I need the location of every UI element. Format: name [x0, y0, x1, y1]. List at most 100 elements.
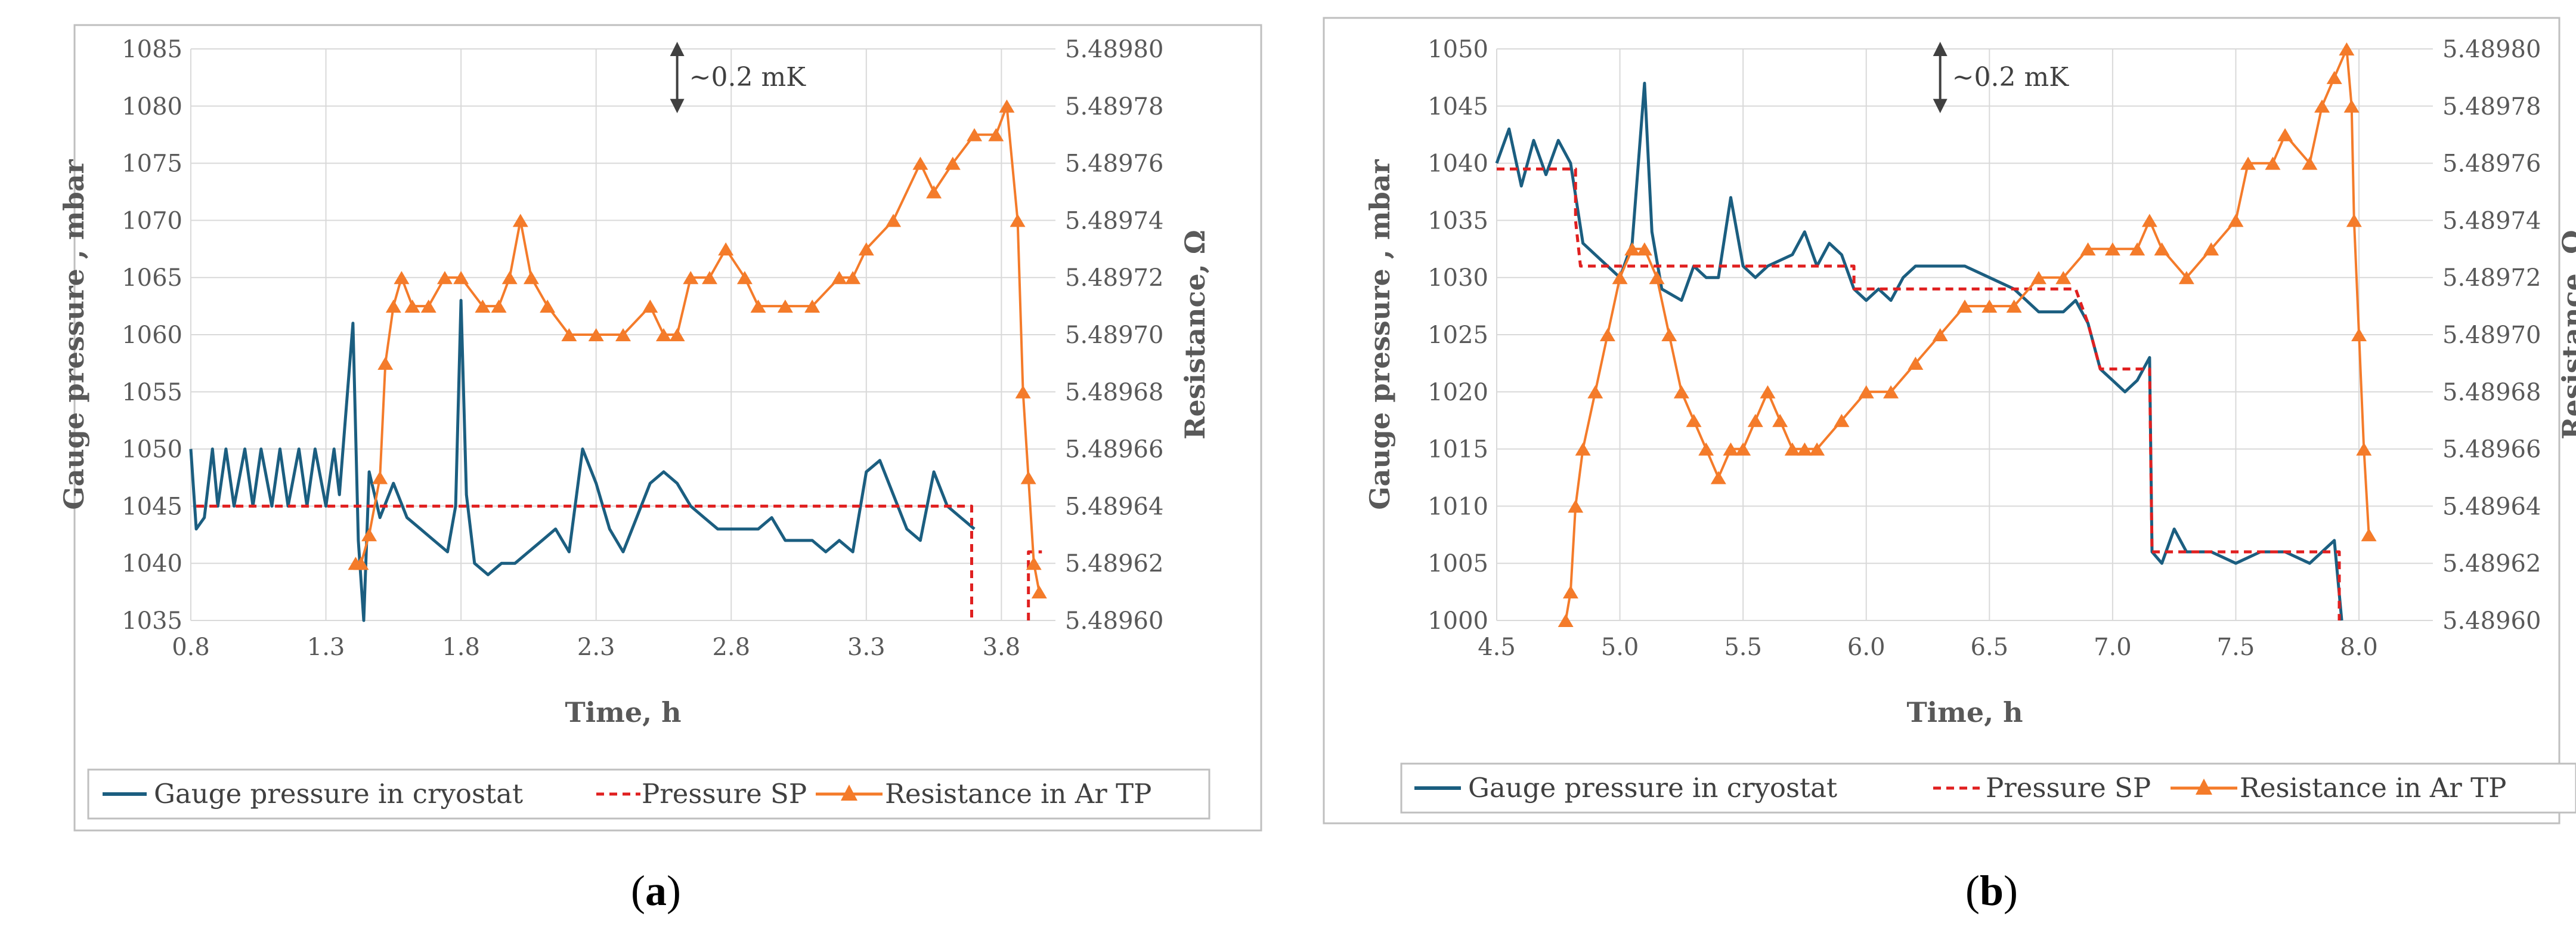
chart-a-resistance-marker	[967, 128, 983, 141]
chart-a-y-right-tick-label: 5.48968	[1065, 379, 1163, 406]
chart-b-y-left-tick-label: 1020	[1428, 379, 1488, 406]
chart-a-x-tick-label: 1.8	[442, 634, 480, 661]
chart-b-svg: 4.5 5.0 5.5 6.0 6.5 7.0 7.5 8.0 1000 1005 1010 101…	[1323, 17, 2576, 824]
chart-b-resistance-marker	[2265, 156, 2281, 170]
chart-a-resistance-marker	[718, 242, 734, 256]
chart-a-y-right-tick-label: 5.48972	[1065, 264, 1163, 292]
chart-b-x-tick-label: 7.5	[2217, 634, 2255, 661]
chart-b-resistance-marker	[1957, 299, 1973, 313]
chart-b-resistance-marker	[2154, 242, 2170, 256]
chart-b-resistance-marker	[2055, 271, 2072, 285]
chart-a-resistance-marker	[655, 328, 671, 341]
chart-b-y-left-axis-title: Gauge pressure , mbar	[1364, 159, 1396, 510]
chart-b-resistance-marker	[1858, 385, 1874, 399]
chart-a-resistance-marker	[394, 271, 410, 285]
chart-a-resistance-marker	[372, 471, 388, 484]
chart-b-x-tick-label: 4.5	[1478, 634, 1516, 661]
chart-b-x-tick-label: 6.0	[1847, 634, 1885, 661]
chart-b-resistance-marker	[1587, 385, 1603, 399]
chart-b-resistance-marker	[1834, 413, 1850, 427]
chart-a-resistance-marker	[475, 299, 491, 313]
chart-a-y-left-tick-label: 1085	[122, 36, 182, 63]
chart-a-resistance-marker	[501, 271, 518, 285]
chart-a-legend-label-setpoint: Pressure SP	[642, 778, 807, 810]
chart-panel-b: 4.5 5.0 5.5 6.0 6.5 7.0 7.5 8.0 1000 1005 1010 101…	[1288, 0, 2576, 915]
chart-b-legend-label-resistance: Resistance in Ar TP	[2240, 772, 2506, 804]
chart-b-resistance-marker	[2178, 271, 2194, 285]
chart-a-y-right-tick-label: 5.48960	[1065, 607, 1163, 635]
chart-b-y-left-tick-label: 1040	[1428, 150, 1488, 178]
chart-b-annotation-arrowhead-bottom	[1933, 98, 1948, 113]
chart-b-resistance-marker	[1932, 328, 1948, 341]
chart-b-resistance-marker	[1624, 242, 1640, 256]
chart-a-resistance-marker	[540, 299, 556, 313]
chart-a-y-left-tick-label: 1050	[122, 436, 182, 464]
chart-b-resistance-marker	[2203, 242, 2219, 256]
chart-b-legend-swatch-resistance-marker	[2196, 779, 2212, 795]
chart-b-y-right-tick-label: 5.48974	[2442, 207, 2541, 234]
chart-b-resistance-marker	[1686, 413, 1702, 427]
chart-a-resistance-marker	[523, 271, 539, 285]
chart-b-x-tick-label: 6.5	[1971, 634, 2009, 661]
chart-a-annotation-label: ~0.2 mK	[689, 62, 807, 92]
chart-a-y-right-tick-label: 5.48980	[1065, 36, 1163, 63]
chart-a-resistance-marker	[804, 299, 821, 313]
chart-a-y-left-tick-label: 1070	[122, 207, 182, 234]
chart-a-resistance-marker	[831, 271, 847, 285]
chart-b-caption: (b)	[1902, 866, 2081, 916]
chart-b-resistance-marker	[2080, 242, 2096, 256]
chart-a-resistance-marker	[512, 214, 528, 227]
chart-b-resistance-marker	[1612, 271, 1628, 285]
chart-a-legend: Gauge pressure in cryostat Pressure SP R…	[87, 768, 1210, 820]
chart-b-caption-letter: b	[1979, 867, 2004, 915]
chart-a-legend-box	[87, 768, 1210, 820]
chart-a-y-right-axis-title: Resistance, Ω	[1179, 230, 1211, 440]
chart-b-y-right-tick-label: 5.48966	[2442, 436, 2541, 464]
chart-a-y-right-ticks: 5.48960 5.48962 5.48964 5.48966 5.48968 5.489…	[1065, 36, 1163, 635]
chart-a-resistance-marker	[420, 299, 436, 313]
chart-b-caption-open: (	[1965, 867, 1980, 915]
chart-b-x-tick-label: 8.0	[2340, 634, 2378, 661]
chart-a-y-left-tick-label: 1060	[122, 322, 182, 349]
chart-a-resistance-marker	[361, 528, 377, 542]
chart-a-resistance-marker	[777, 299, 793, 313]
chart-a-resistance-marker	[436, 271, 453, 285]
chart-b-resistance-marker	[1981, 299, 1998, 313]
chart-a-y-left-tick-label: 1065	[122, 264, 182, 292]
chart-a-resistance-marker	[588, 328, 604, 341]
chart-a-resistance-marker	[1015, 385, 1031, 399]
chart-b-y-left-tick-label: 1005	[1428, 550, 1488, 578]
chart-a-resistance-marker	[736, 271, 753, 285]
chart-a-y-left-tick-label: 1040	[122, 550, 182, 578]
chart-a-y-right-tick-label: 5.48964	[1065, 493, 1163, 520]
chart-a-resistance-marker	[750, 299, 766, 313]
chart-b-x-ticks: 4.5 5.0 5.5 6.0 6.5 7.0 7.5 8.0	[1478, 634, 2378, 661]
chart-b-annotation-label: ~0.2 mK	[1952, 62, 2070, 92]
chart-a-resistance-marker	[385, 299, 401, 313]
chart-b-y-right-ticks: 5.48960 5.48962 5.48964 5.48966 5.48968 5.489…	[2442, 36, 2541, 635]
chart-a-resistance-marker	[561, 328, 577, 341]
chart-b-resistance-marker	[1747, 413, 1763, 427]
chart-b-resistance-marker	[1735, 442, 1751, 456]
chart-a-y-left-tick-label: 1055	[122, 379, 182, 406]
chart-b-resistance-marker	[1760, 385, 1776, 399]
chart-a-caption: (a)	[566, 866, 745, 916]
chart-b-resistance-marker	[2356, 442, 2372, 456]
chart-b-resistance-marker	[2006, 299, 2022, 313]
chart-b-resistance-marker	[1698, 442, 1714, 456]
chart-b-legend-box	[1400, 762, 2576, 814]
chart-b-resistance-marker	[2030, 271, 2046, 285]
chart-a-y-left-tick-label: 1045	[122, 493, 182, 520]
chart-a-resistance-marker	[377, 356, 394, 370]
chart-a-resistance-marker	[1026, 557, 1042, 570]
chart-a-series	[189, 99, 1047, 622]
chart-b-resistance-marker	[2326, 70, 2342, 84]
chart-a-x-tick-label: 3.8	[983, 634, 1021, 661]
chart-a-annotation: ~0.2 mK	[670, 42, 807, 113]
chart-b-x-tick-label: 5.5	[1724, 634, 1762, 661]
chart-a-x-tick-label: 1.3	[307, 634, 345, 661]
chart-a-caption-close: )	[667, 867, 681, 915]
chart-a-resistance-marker	[353, 557, 369, 570]
chart-a-resistance-marker	[845, 271, 861, 285]
chart-a-resistance-marker	[945, 156, 961, 170]
